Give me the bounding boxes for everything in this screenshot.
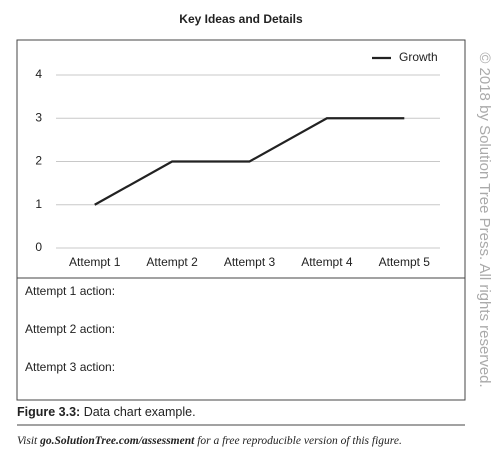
y-tick-label: 3: [35, 110, 42, 124]
chart-title: Key Ideas and Details: [179, 12, 303, 26]
y-tick-label: 0: [35, 240, 42, 254]
legend-label: Growth: [399, 50, 438, 64]
row-label: Attempt 2 action:: [25, 322, 115, 336]
frame: [16, 39, 466, 401]
y-tick-label: 4: [35, 67, 42, 81]
y-tick-label: 1: [35, 197, 42, 211]
data-line: [94, 117, 405, 206]
note: Visit go.SolutionTree.com/assessment for…: [17, 435, 402, 447]
x-tick-label: Attempt 5: [379, 255, 431, 269]
x-tick-label: Attempt 1: [69, 255, 121, 269]
x-tick-label: Attempt 3: [224, 255, 276, 269]
y-tick-label: 2: [35, 154, 42, 168]
note-text: Visit: [17, 435, 40, 447]
row-label: Attempt 3 action:: [25, 360, 115, 374]
x-tick-label: Attempt 4: [301, 255, 353, 269]
note-link: go.SolutionTree.com/assessment: [39, 435, 195, 447]
row-label: Attempt 1 action:: [25, 284, 115, 298]
caption: Figure 3.3: Data chart example.: [17, 405, 196, 419]
copyright: © 2018 by Solution Tree Press. All right…: [476, 52, 493, 387]
caption-label: Figure 3.3:: [17, 405, 80, 419]
note-text: for a free reproducible version of this …: [194, 435, 402, 447]
caption-text: Data chart example.: [84, 405, 196, 419]
x-tick-label: Attempt 2: [146, 255, 198, 269]
